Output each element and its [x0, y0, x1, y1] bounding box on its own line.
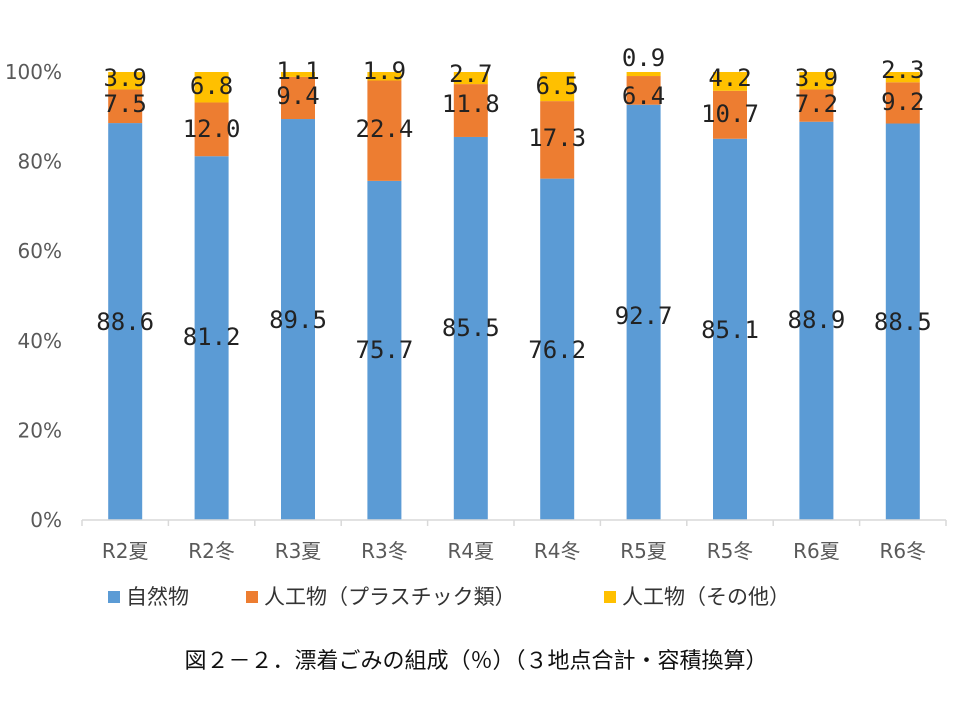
- chart-caption: 図２－２．漂着ごみの組成（％）（３地点合計・容積換算）: [184, 649, 767, 674]
- x-tick-label: R3夏: [275, 539, 322, 563]
- data-label: 22.4: [356, 115, 414, 143]
- bar-segment: [194, 102, 229, 157]
- bar-segment: [885, 123, 920, 521]
- x-tick-label: R4冬: [534, 539, 581, 563]
- data-label: 2.7: [449, 60, 492, 88]
- bar-segment: [108, 89, 143, 124]
- data-label: 0.9: [622, 44, 665, 72]
- y-tick-label: 40%: [18, 329, 62, 353]
- data-label: 4.2: [708, 64, 751, 92]
- legend-label: 自然物: [126, 585, 189, 609]
- data-label: 9.4: [276, 82, 319, 110]
- data-label: 88.9: [788, 306, 846, 334]
- legend-swatch: [108, 591, 120, 603]
- data-label: 9.2: [881, 88, 924, 116]
- bars: [108, 72, 920, 521]
- data-label: 92.7: [615, 302, 673, 330]
- data-label: 17.3: [528, 124, 586, 152]
- data-label: 1.1: [276, 57, 319, 85]
- bar-segment: [194, 72, 229, 103]
- x-tick-label: R2夏: [102, 539, 149, 563]
- legend-label: 人工物（その他）: [622, 585, 790, 609]
- y-tick-label: 80%: [18, 150, 62, 174]
- data-label: 75.7: [356, 336, 414, 364]
- data-label: 11.8: [442, 90, 500, 118]
- legend-label: 人工物（プラスチック類）: [264, 585, 516, 609]
- bar-segment: [626, 104, 661, 520]
- data-label: 7.2: [795, 90, 838, 118]
- y-tick-label: 100%: [5, 60, 62, 84]
- bar-segment: [626, 72, 661, 77]
- x-axis: R2夏 R2冬 R3夏 R3冬 R4夏 R4冬 R5夏 R5冬 R6夏 R6冬: [81, 519, 947, 563]
- data-label: 1.9: [363, 57, 406, 85]
- bar-segment: [453, 84, 488, 137]
- bar-segment: [453, 136, 488, 520]
- data-label: 85.1: [701, 316, 759, 344]
- data-label: 10.7: [701, 100, 759, 128]
- bar-segment: [453, 72, 488, 85]
- x-tick-label: R2冬: [188, 539, 235, 563]
- data-label: 88.6: [96, 308, 154, 336]
- data-label: 6.4: [622, 82, 665, 110]
- data-label: 81.2: [183, 323, 241, 351]
- data-label: 3.9: [104, 64, 147, 92]
- bar-segment: [885, 72, 920, 83]
- x-tick-label: R5夏: [620, 539, 667, 563]
- legend-swatch: [246, 591, 258, 603]
- legend: 自然物 人工物（プラスチック類） 人工物（その他）: [108, 585, 790, 609]
- y-tick-label: 0%: [30, 508, 62, 532]
- bar-segment: [799, 89, 834, 122]
- data-label: 89.5: [269, 306, 327, 334]
- x-tick-label: R4夏: [447, 539, 494, 563]
- data-label: 6.8: [190, 72, 233, 100]
- bar-segment: [194, 156, 229, 520]
- bar-segment: [713, 90, 747, 139]
- bar-segment: [108, 72, 143, 90]
- data-label: 3.9: [795, 64, 838, 92]
- data-label: 7.5: [104, 90, 147, 118]
- data-label: 2.3: [881, 56, 924, 84]
- bar-segment: [540, 72, 575, 102]
- x-tick-label: R3冬: [361, 539, 408, 563]
- data-label: 6.5: [536, 72, 579, 100]
- bar-segment: [626, 76, 661, 105]
- bar-segment: [281, 119, 315, 520]
- bar-segment: [108, 123, 143, 521]
- data-label: 88.5: [874, 308, 932, 336]
- legend-swatch: [604, 591, 616, 603]
- bar-segment: [885, 82, 920, 124]
- bar-segment: [281, 72, 315, 77]
- bar-segment: [367, 80, 402, 181]
- bar-segment: [281, 76, 315, 120]
- bar-segment: [540, 101, 575, 179]
- bar-segment: [799, 121, 834, 520]
- y-tick-label: 20%: [18, 418, 62, 442]
- x-tick-label: R6夏: [793, 539, 840, 563]
- data-label: 76.2: [528, 336, 586, 364]
- bar-segment: [540, 178, 575, 520]
- bar-segment: [799, 72, 834, 90]
- bar-segment: [367, 72, 402, 81]
- x-tick-label: R5冬: [707, 539, 754, 563]
- data-label: 85.5: [442, 314, 500, 342]
- bar-segment: [367, 180, 402, 520]
- data-label: 12.0: [183, 115, 241, 143]
- y-tick-label: 60%: [18, 239, 62, 263]
- y-axis: 0% 20% 40% 60% 80% 100%: [5, 60, 62, 532]
- x-tick-label: R6冬: [879, 539, 926, 563]
- bar-segment: [713, 72, 747, 91]
- bar-segment: [713, 138, 747, 520]
- data-labels: 88.6 81.2 89.5 75.7 85.5 76.2 92.7 85.1 88.9 88.5…: [96, 44, 931, 364]
